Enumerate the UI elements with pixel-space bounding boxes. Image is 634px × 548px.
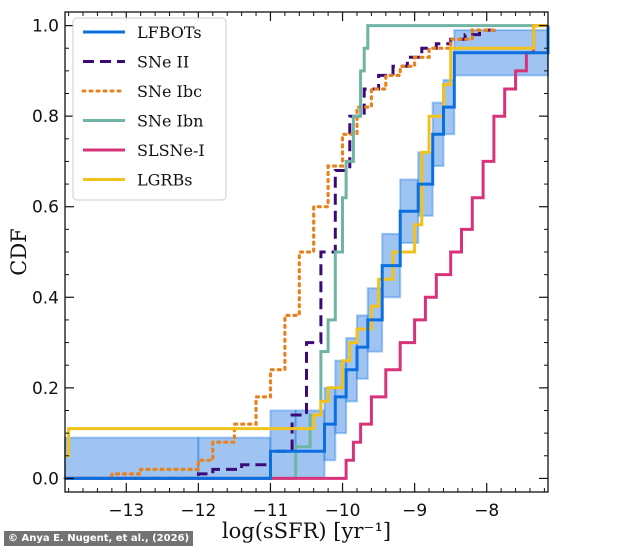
- y-axis-label: CDF: [7, 228, 31, 275]
- series-lines: [63, 24, 550, 480]
- y-tick-label: 1.0: [32, 17, 59, 37]
- axis-ticks: −13 −12 −11 −10 −9 −8 0.0 0.2 0.4 0.6 0.8 1.0: [32, 12, 548, 521]
- x-tick-label: −12: [180, 501, 216, 521]
- series-line-sne-ibc: [63, 24, 496, 480]
- legend-label-lgrbs: LGRBs: [137, 171, 192, 190]
- x-tick-label: −13: [108, 501, 144, 521]
- legend-label-sne-ii: SNe II: [137, 53, 189, 72]
- legend-box: [72, 17, 227, 201]
- legend-label-sne-ibc: SNe Ibc: [137, 82, 202, 101]
- series-line-sne-ibn: [65, 24, 548, 480]
- x-tick-label: −9: [402, 501, 427, 521]
- band-lfbots-1: [197, 436, 272, 480]
- legend-label-sne-ibn: SNe Ibn: [137, 112, 203, 131]
- series-line-lfbots: [65, 25, 550, 480]
- series-line-slsne-i: [65, 24, 548, 480]
- y-tick-label: 0.4: [32, 288, 59, 308]
- legend-label-slsne-i: SLSNe-I: [137, 141, 205, 160]
- x-tick-label: −10: [325, 501, 361, 521]
- y-tick-label: 0.0: [32, 469, 59, 489]
- x-tick-label: −8: [474, 501, 499, 521]
- y-tick-label: 0.6: [32, 198, 59, 218]
- image-credit: © Anya E. Nugent, et al., (2026): [4, 531, 194, 546]
- x-tick-label: −11: [253, 501, 289, 521]
- y-tick-label: 0.2: [32, 379, 59, 399]
- x-axis-label: log(sSFR) [yr⁻¹]: [222, 519, 391, 543]
- y-tick-label: 0.8: [32, 107, 59, 127]
- legend-label-lfbots: LFBOTs: [137, 23, 202, 42]
- legend: LFBOTs SNe II SNe Ibc SNe Ibn SLSNe-I LGRBs: [72, 17, 227, 201]
